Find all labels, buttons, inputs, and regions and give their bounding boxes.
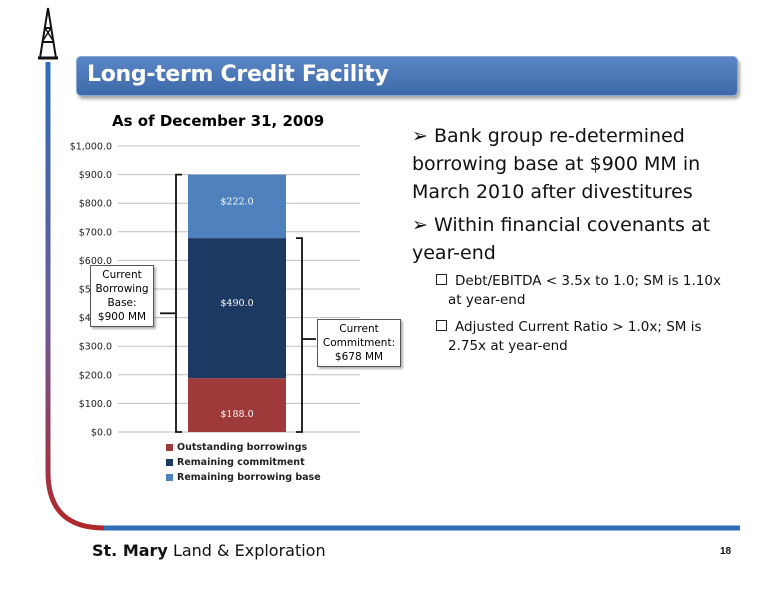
bullet-list: ➢ Bank group re-determined borrowing bas… (412, 122, 732, 364)
y-tick-label: $300.0 (79, 342, 112, 353)
y-tick-label: $900.0 (79, 170, 112, 181)
title-bar: Long-term Credit Facility (76, 56, 738, 96)
checkbox-bullet-icon (436, 320, 447, 331)
company-name-bold: St. Mary (92, 541, 168, 560)
left-bracket (175, 173, 182, 433)
bullet-item: ➢ Bank group re-determined borrowing bas… (412, 125, 701, 203)
y-tick-label: $600.0 (79, 256, 112, 267)
y-tick-label: $800.0 (79, 199, 112, 210)
legend-swatch (166, 459, 173, 466)
sub-bullet-list: Debt/EBITDA < 3.5x to 1.0; SM is 1.10x a… (422, 272, 732, 356)
y-tick-label: $700.0 (79, 227, 112, 238)
oil-derrick-icon (38, 7, 58, 60)
data-label: $188.0 (220, 409, 253, 420)
data-label: $222.0 (220, 196, 253, 207)
bar-segment (188, 238, 286, 379)
sub-bullet-text: Debt/EBITDA < 3.5x to 1.0; SM is 1.10x a… (448, 273, 721, 308)
sub-bullet-text: Adjusted Current Ratio > 1.0x; SM is 2.7… (448, 319, 702, 354)
sub-bullet-item: Debt/EBITDA < 3.5x to 1.0; SM is 1.10x a… (422, 272, 732, 310)
y-tick-label: $200.0 (79, 370, 112, 381)
page-number: 18 (720, 546, 732, 557)
legend-item: Outstanding borrowings (166, 440, 321, 455)
right-bracket (296, 237, 303, 433)
chart-legend: Outstanding borrowings Remaining commitme… (166, 440, 321, 485)
chart-title: As of December 31, 2009 (112, 112, 325, 130)
legend-swatch (166, 444, 173, 451)
legend-swatch (166, 474, 173, 481)
data-label: $490.0 (220, 298, 253, 309)
legend-label: Remaining commitment (177, 457, 305, 468)
checkbox-bullet-icon (436, 274, 447, 285)
decorative-curve (45, 62, 740, 531)
callout-line: $900 MM (97, 311, 147, 323)
page-title: Long-term Credit Facility (87, 62, 389, 87)
company-logo: St. Mary Land & Exploration (92, 541, 326, 560)
callout-line: Borrowing (95, 283, 149, 295)
bar-segment (188, 378, 286, 432)
bar-segment (188, 174, 286, 239)
legend-item: Remaining borrowing base (166, 470, 321, 485)
y-tick-label: $100.0 (79, 399, 112, 410)
callout-line: $678 MM (334, 351, 384, 363)
callout-line: Base: (107, 297, 137, 309)
bullet-item: ➢ Within financial covenants at year-end (412, 214, 711, 264)
callout-commitment: Current Commitment: $678 MM (317, 319, 401, 367)
callout-line: Current (102, 269, 142, 281)
y-tick-label: $1,000.0 (70, 142, 112, 153)
legend-item: Remaining commitment (166, 455, 321, 470)
company-name-rest: Land & Exploration (167, 541, 326, 560)
callout-line: Commitment: (322, 337, 396, 349)
y-tick-label: $0.0 (91, 428, 112, 439)
callout-borrowing-base: Current Borrowing Base: $900 MM (90, 265, 154, 327)
callout-line: Current (339, 323, 379, 335)
legend-label: Outstanding borrowings (177, 442, 308, 453)
legend-label: Remaining borrowing base (177, 472, 321, 483)
sub-bullet-item: Adjusted Current Ratio > 1.0x; SM is 2.7… (422, 318, 732, 356)
